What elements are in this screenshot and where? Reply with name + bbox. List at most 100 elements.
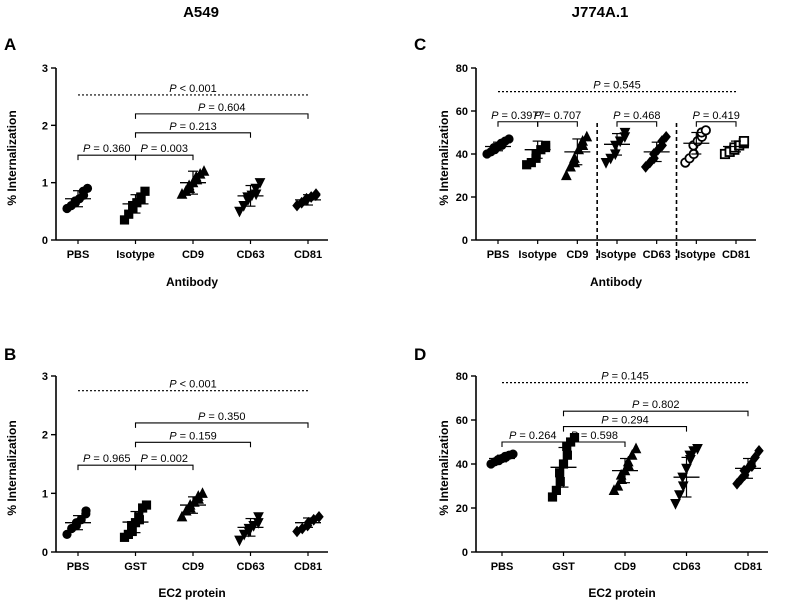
panel-letter: A bbox=[4, 35, 16, 54]
x-tick-label: CD63 bbox=[236, 561, 264, 573]
x-axis-label: Antibody bbox=[166, 275, 218, 289]
data-point bbox=[626, 449, 638, 460]
data-point bbox=[176, 510, 188, 522]
p-value-label: P = 0.3977 bbox=[491, 110, 545, 122]
y-tick-label: 40 bbox=[456, 149, 468, 161]
data-point bbox=[197, 487, 208, 498]
x-axis-label: EC2 protein bbox=[588, 586, 655, 600]
y-tick-label: 2 bbox=[42, 430, 48, 442]
comparison-bracket bbox=[134, 422, 309, 428]
x-tick-label: CD9 bbox=[566, 249, 588, 261]
y-tick-label: 80 bbox=[456, 371, 468, 383]
data-point bbox=[198, 165, 210, 176]
y-tick-label: 1 bbox=[42, 488, 48, 500]
x-tick-label: Isotype bbox=[677, 249, 716, 261]
p-value-label: P = 0.145 bbox=[601, 371, 648, 383]
x-tick-label: PBS bbox=[487, 249, 510, 261]
y-tick-label: 60 bbox=[456, 106, 468, 118]
comparison-bracket bbox=[695, 121, 737, 127]
data-point bbox=[253, 512, 264, 523]
x-tick-label: CD9 bbox=[614, 561, 636, 573]
panel-letter: C bbox=[414, 35, 426, 54]
x-tick-label: CD63 bbox=[643, 249, 671, 261]
y-tick-label: 0 bbox=[462, 235, 468, 247]
y-axis-label: % Internalization bbox=[5, 420, 19, 515]
data-point bbox=[508, 449, 518, 459]
data-point bbox=[622, 455, 634, 467]
comparison-bracket bbox=[497, 121, 539, 127]
p-value-label: P = 0.350 bbox=[198, 411, 245, 423]
data-point bbox=[692, 443, 703, 455]
p-value-label: P = 0.003 bbox=[141, 143, 188, 155]
comparison-bracket bbox=[134, 113, 309, 119]
x-axis-label: EC2 protein bbox=[158, 586, 225, 600]
x-tick-label: CD9 bbox=[182, 561, 204, 573]
data-point bbox=[562, 450, 572, 460]
p-value-label: P = 0.213 bbox=[169, 121, 216, 133]
y-axis-label: % Internalization bbox=[437, 110, 451, 205]
panel-letter: B bbox=[4, 345, 16, 364]
comparison-bracket bbox=[501, 441, 565, 447]
x-tick-label: Isotype bbox=[598, 249, 637, 261]
x-tick-label: Isotype bbox=[518, 249, 557, 261]
data-point bbox=[314, 510, 324, 523]
y-tick-label: 3 bbox=[42, 63, 48, 75]
p-value-label: P = 0.468 bbox=[613, 110, 660, 122]
comparison-bracket bbox=[134, 132, 252, 138]
data-point bbox=[82, 183, 93, 193]
x-tick-label: CD81 bbox=[722, 249, 750, 261]
x-tick-label: PBS bbox=[491, 561, 514, 573]
p-value-label: P = 0.965 bbox=[83, 453, 130, 465]
p-value-label: P < 0.001 bbox=[169, 83, 216, 95]
data-point bbox=[610, 140, 621, 152]
comparison-bracket bbox=[134, 464, 194, 471]
y-tick-label: 20 bbox=[456, 503, 468, 515]
y-axis-label: % Internalization bbox=[5, 110, 19, 205]
p-value-label: P = 0.707 bbox=[534, 110, 581, 122]
data-point bbox=[140, 186, 150, 196]
data-point bbox=[674, 490, 685, 501]
y-tick-label: 3 bbox=[42, 371, 48, 383]
chart-panel-d: D 0 20 40 60 80 % Internalization EC2 protein PB… bbox=[414, 345, 768, 600]
comparison-bracket bbox=[77, 154, 137, 161]
x-axis-label: Antibody bbox=[590, 275, 642, 289]
x-tick-label: PBS bbox=[67, 561, 90, 573]
y-tick-label: 40 bbox=[456, 459, 468, 471]
p-value-label: P = 0.419 bbox=[692, 110, 739, 122]
x-tick-label: GST bbox=[124, 561, 147, 573]
p-value-label: P = 0.159 bbox=[169, 430, 216, 442]
data-point bbox=[551, 485, 561, 496]
x-tick-label: CD81 bbox=[294, 561, 322, 573]
chart-panel-b: B 0 1 2 3 % Internalization EC2 protein PBS GST C… bbox=[4, 345, 328, 600]
data-point bbox=[619, 127, 631, 139]
data-point bbox=[555, 468, 565, 478]
x-tick-label: CD81 bbox=[294, 249, 322, 261]
data-point bbox=[605, 153, 617, 165]
x-tick-label: CD9 bbox=[182, 249, 204, 261]
p-value-label: P = 0.264 bbox=[509, 430, 556, 442]
y-tick-label: 0 bbox=[42, 547, 48, 559]
chart-panel-c: C 0 20 40 60 80 % Internalization Antibody PBS Is… bbox=[414, 35, 756, 289]
p-value-label: P = 0.604 bbox=[198, 102, 245, 114]
data-point bbox=[560, 169, 572, 181]
data-point bbox=[504, 134, 514, 144]
data-point bbox=[661, 130, 671, 143]
data-point bbox=[670, 498, 681, 510]
data-point bbox=[614, 136, 626, 148]
data-point bbox=[600, 157, 612, 169]
comparison-bracket bbox=[562, 441, 626, 447]
p-value-label: P = 0.545 bbox=[593, 80, 640, 92]
data-point bbox=[234, 535, 245, 547]
data-point bbox=[81, 506, 91, 516]
chart-panel-a: A 0 1 2 3 % Internalization Antibody PBS Isotype… bbox=[4, 35, 328, 289]
y-tick-label: 20 bbox=[456, 192, 468, 204]
x-tick-label: CD63 bbox=[236, 249, 264, 261]
p-value-label: P = 0.002 bbox=[141, 453, 188, 465]
y-axis-label: % Internalization bbox=[437, 420, 451, 515]
y-tick-label: 1 bbox=[42, 178, 48, 190]
y-tick-label: 60 bbox=[456, 415, 468, 427]
comparison-bracket bbox=[134, 154, 194, 161]
p-value-label: P = 0.598 bbox=[571, 430, 618, 442]
comparison-bracket bbox=[562, 410, 749, 417]
